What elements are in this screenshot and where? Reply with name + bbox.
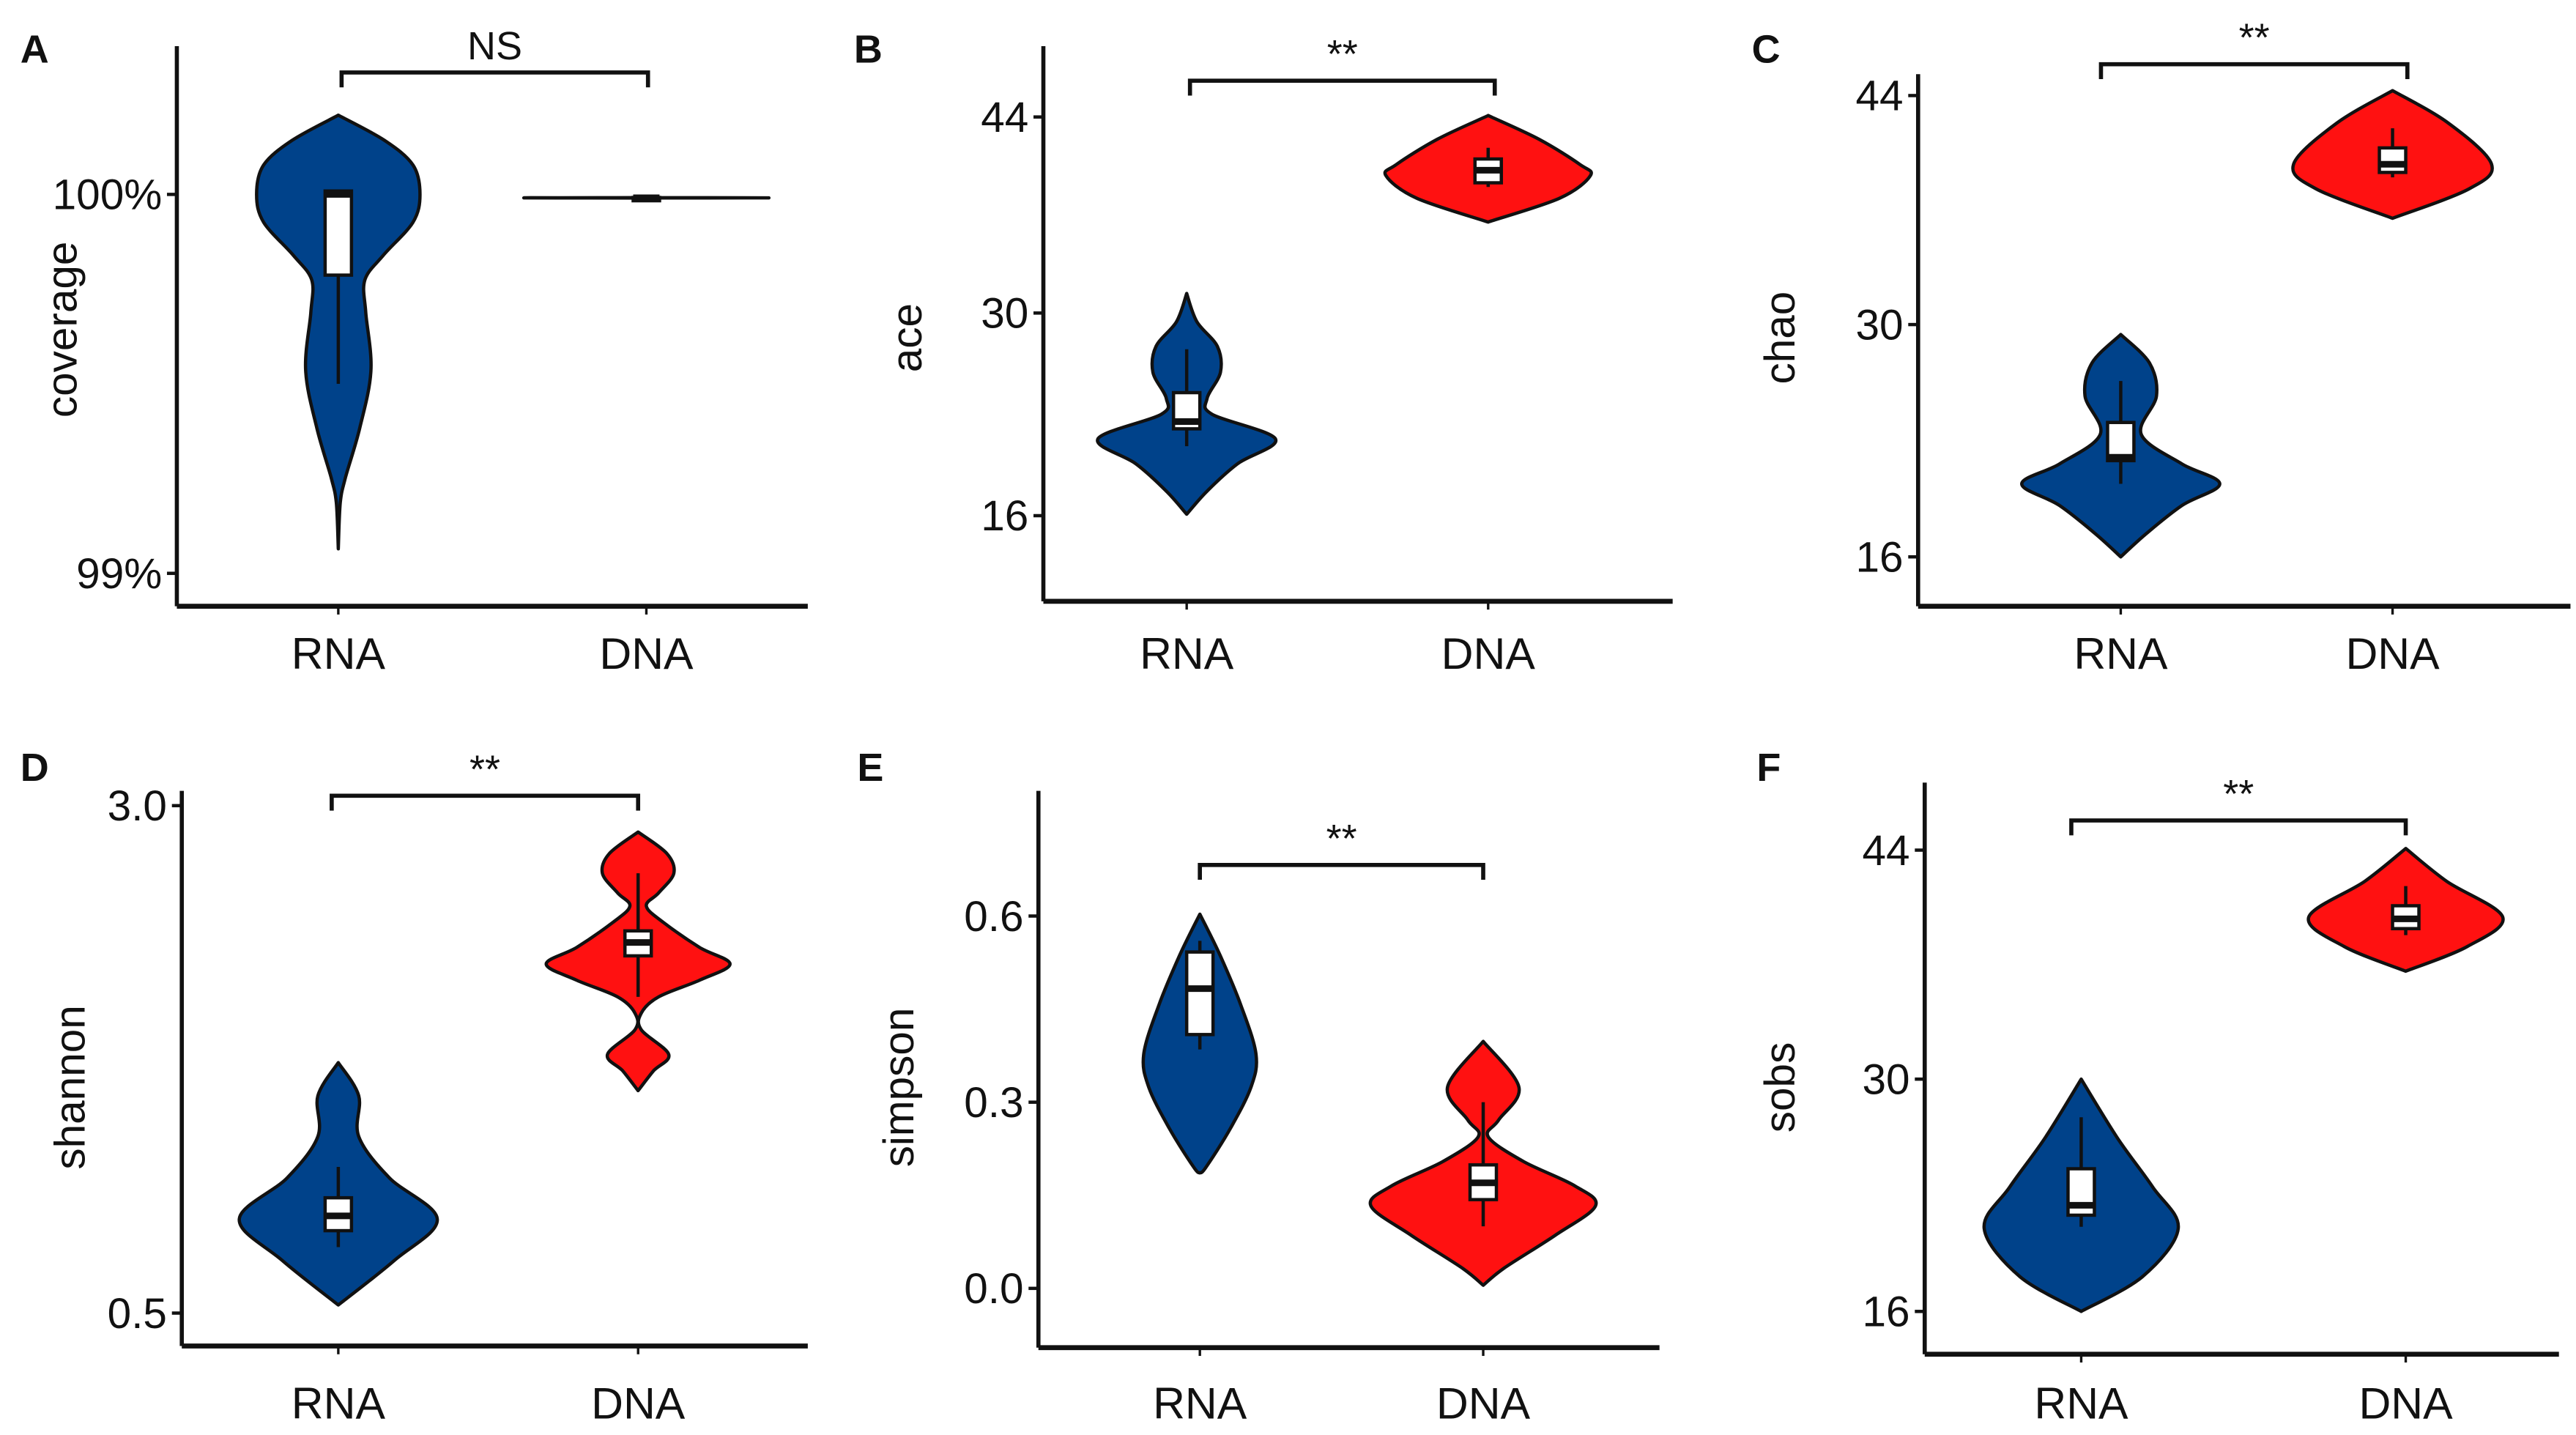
x-tick-label: DNA — [1441, 628, 1536, 678]
panel-letter: D — [21, 746, 49, 790]
panel-letter: E — [857, 746, 883, 790]
significance-bracket — [330, 793, 641, 811]
y-tick-label: 30 — [1856, 301, 1904, 349]
y-tick-label: 100% — [53, 171, 163, 219]
significance-label: ** — [2239, 16, 2270, 60]
significance-bracket — [339, 70, 650, 88]
panel-f: F 44 30 16 sobs RNA DNA ** — [1756, 746, 2559, 1428]
panel-letter: A — [21, 27, 49, 71]
y-axis-label: ace — [883, 303, 931, 372]
x-tick-label: DNA — [591, 1379, 686, 1428]
y-tick-label: 30 — [981, 290, 1028, 338]
y-tick-label: 16 — [1856, 533, 1904, 581]
x-tick-label: RNA — [1153, 1379, 1247, 1428]
significance-label: ** — [469, 747, 500, 791]
y-tick-label: 99% — [76, 550, 162, 598]
y-tick-label: 0.3 — [964, 1079, 1023, 1127]
significance-label: ** — [2223, 772, 2254, 816]
panel-letter: C — [1752, 27, 1781, 71]
significance-label: ** — [1327, 32, 1358, 76]
y-tick-label: 44 — [1856, 73, 1904, 120]
panel-letter: B — [854, 27, 883, 71]
y-tick-label: 0.0 — [964, 1265, 1023, 1313]
panel-b: B 44 30 16 ace RNA DNA ** — [854, 27, 1673, 678]
x-tick-label: DNA — [1436, 1379, 1531, 1428]
x-tick-label: DNA — [2358, 1379, 2453, 1428]
significance-bracket — [2098, 62, 2410, 79]
box-iqr — [1184, 950, 1215, 1037]
y-axis-label: simpson — [875, 1008, 923, 1168]
x-tick-label: RNA — [2034, 1379, 2128, 1428]
x-tick-label: RNA — [2074, 628, 2168, 678]
x-tick-label: DNA — [599, 628, 694, 678]
panel-letter: F — [1756, 746, 1781, 790]
x-tick-label: DNA — [2345, 628, 2440, 678]
y-tick-label: 3.0 — [108, 782, 167, 830]
x-tick-label: RNA — [292, 628, 386, 678]
box-iqr — [2378, 146, 2408, 174]
y-tick-label: 44 — [1863, 827, 1910, 875]
panel-a: A 100% 99% coverage RNA DNA NS — [21, 24, 808, 678]
y-tick-label: 44 — [981, 94, 1028, 141]
panel-c: C 44 30 16 chao RNA DNA ** — [1752, 16, 2571, 678]
box-iqr — [323, 189, 354, 277]
y-axis-label: chao — [1756, 292, 1804, 385]
panel-e: E 0.6 0.3 0.0 simpson RNA DNA ** — [857, 746, 1660, 1428]
y-tick-label: 16 — [981, 492, 1028, 540]
y-tick-label: 0.5 — [108, 1290, 167, 1338]
significance-label: NS — [467, 24, 522, 68]
y-tick-label: 30 — [1863, 1056, 1910, 1103]
panel-d: D 3.0 0.5 shannon RNA DNA ** — [21, 746, 808, 1428]
y-axis-label: sobs — [1756, 1042, 1804, 1133]
significance-bracket — [1198, 862, 1485, 880]
significance-label: ** — [1326, 817, 1357, 861]
significance-bracket — [2069, 818, 2408, 836]
x-tick-label: RNA — [292, 1379, 386, 1428]
x-tick-label: RNA — [1140, 628, 1234, 678]
y-tick-label: 16 — [1863, 1288, 1910, 1336]
y-axis-label: shannon — [47, 1005, 94, 1169]
significance-bracket — [1187, 78, 1497, 96]
y-tick-label: 0.6 — [964, 893, 1023, 941]
y-axis-label: coverage — [38, 242, 86, 418]
